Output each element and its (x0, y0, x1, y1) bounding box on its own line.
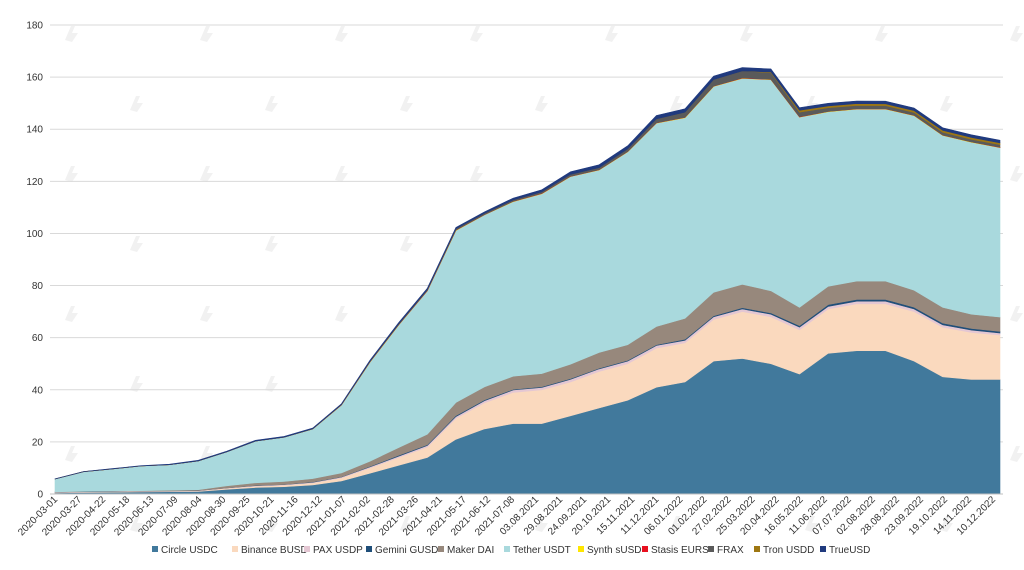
watermark-mark (265, 236, 278, 252)
legend-swatch-stasis-eurs (642, 546, 648, 552)
watermark-mark (200, 26, 213, 42)
legend-label-binance-busd: Binance BUSD (241, 545, 308, 556)
legend-swatch-circle-usdc (152, 546, 158, 552)
watermark-mark (335, 306, 348, 322)
x-tick-labels: 2020-03-012020-03-272020-04-222020-05-18… (16, 494, 998, 538)
legend-swatch-maker-dai (438, 546, 444, 552)
legend-swatch-gemini-gusd (366, 546, 372, 552)
watermark-mark (605, 26, 618, 42)
y-tick-label: 120 (26, 177, 43, 188)
y-tick-label: 60 (32, 333, 44, 344)
watermark-mark (740, 26, 753, 42)
watermark-mark (335, 26, 348, 42)
y-tick-label: 140 (26, 125, 43, 136)
watermark-mark (670, 516, 683, 532)
watermark-mark (470, 166, 483, 182)
watermark-mark (1010, 306, 1023, 322)
y-tick-label: 80 (32, 281, 44, 292)
watermark-mark (1010, 446, 1023, 462)
y-tick-label: 40 (32, 385, 44, 396)
watermark-mark (1010, 26, 1023, 42)
legend-label-maker-dai: Maker DAI (447, 545, 494, 556)
watermark-mark (940, 516, 953, 532)
watermark-mark (130, 516, 143, 532)
watermark-mark (670, 96, 683, 112)
watermark-mark (65, 306, 78, 322)
watermark-mark (265, 96, 278, 112)
watermark-mark (335, 166, 348, 182)
watermark-mark (940, 96, 953, 112)
legend-label-circle-usdc: Circle USDC (161, 545, 218, 556)
watermark-mark (535, 516, 548, 532)
watermark-mark (130, 236, 143, 252)
area-trueusd (54, 67, 1001, 480)
watermark-mark (65, 26, 78, 42)
watermark-mark (805, 516, 818, 532)
y-tick-labels: 0 20 40 60 80 100 120 140 160 180 (26, 21, 43, 501)
legend-label-frax: FRAX (717, 545, 744, 556)
y-tick-label: 20 (32, 437, 44, 448)
legend-label-trueusd: TrueUSD (829, 545, 870, 556)
watermark-mark (400, 236, 413, 252)
legend-swatch-frax (708, 546, 714, 552)
watermark-mark (200, 166, 213, 182)
legend: Circle USDC Binance BUSD PAX USDP Gemini GU… (152, 545, 870, 556)
stacked-areas (54, 67, 1001, 495)
watermark-mark (400, 516, 413, 532)
watermark-mark (265, 376, 278, 392)
legend-swatch-tether-usdt (504, 546, 510, 552)
legend-swatch-binance-busd (232, 546, 238, 552)
y-tick-label: 0 (37, 490, 43, 501)
watermark-mark (535, 96, 548, 112)
watermark-mark (400, 96, 413, 112)
watermark-mark (470, 26, 483, 42)
legend-swatch-tron-usdd (754, 546, 760, 552)
legend-label-stasis-eurs: Stasis EURS (651, 545, 709, 556)
legend-swatch-synth-susd (578, 546, 584, 552)
watermark-mark (200, 446, 213, 462)
legend-label-gemini-gusd: Gemini GUSD (375, 545, 438, 556)
legend-label-synth-susd: Synth sUSD (587, 545, 641, 556)
legend-swatch-trueusd (820, 546, 826, 552)
watermark-mark (875, 26, 888, 42)
watermark-mark (265, 516, 278, 532)
legend-swatch-pax-usdp (304, 546, 310, 552)
legend-label-tether-usdt: Tether USDT (513, 545, 571, 556)
watermark-mark (130, 96, 143, 112)
watermark-mark (130, 376, 143, 392)
legend-label-tron-usdd: Tron USDD (763, 545, 814, 556)
watermark-mark (200, 306, 213, 322)
y-tick-label: 180 (26, 21, 43, 32)
watermark-mark (65, 446, 78, 462)
watermark-mark (1010, 166, 1023, 182)
legend-label-pax-usdp: PAX USDP (313, 545, 363, 556)
y-tick-label: 160 (26, 73, 43, 84)
watermark-mark (65, 166, 78, 182)
y-tick-label: 100 (26, 229, 43, 240)
